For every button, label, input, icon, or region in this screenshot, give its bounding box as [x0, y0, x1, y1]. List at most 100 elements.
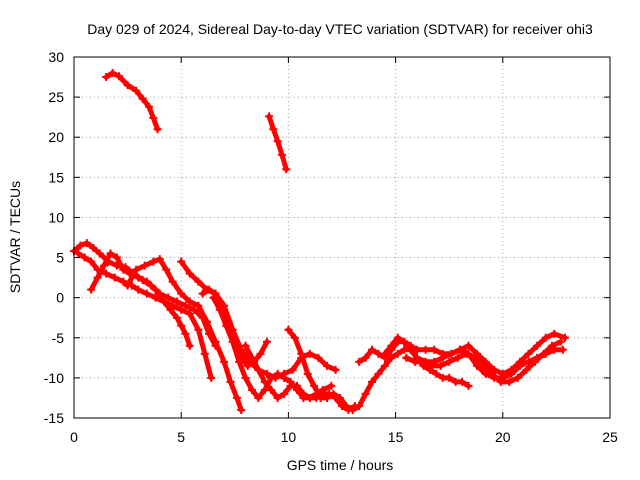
data-point — [297, 349, 306, 358]
data-point — [132, 86, 141, 95]
data-point — [260, 377, 269, 386]
y-tick-label: -10 — [44, 370, 64, 386]
data-point — [464, 381, 473, 390]
data-point — [299, 389, 308, 398]
data-point — [355, 401, 364, 410]
data-point — [436, 361, 445, 370]
data-point — [155, 255, 164, 264]
data-point — [241, 341, 250, 350]
data-point — [533, 341, 542, 350]
data-point — [106, 249, 115, 258]
data-point — [447, 349, 456, 358]
data-point — [550, 329, 559, 338]
data-point — [151, 285, 160, 294]
grid — [74, 57, 610, 418]
series-line-arc-5 — [88, 251, 214, 381]
data-point — [172, 297, 181, 306]
y-tick-label: -15 — [44, 410, 64, 426]
data-point — [432, 369, 441, 378]
data-point — [368, 377, 377, 386]
data-point — [355, 357, 364, 366]
data-point — [123, 281, 132, 290]
data-point — [247, 353, 256, 362]
y-tick-label: 20 — [48, 129, 64, 145]
data-point — [95, 249, 104, 258]
series-group — [70, 69, 569, 414]
data-point — [507, 365, 516, 374]
data-point — [322, 393, 331, 402]
data-point — [284, 325, 293, 334]
data-point — [445, 357, 454, 366]
data-point — [438, 353, 447, 362]
data-point — [190, 305, 199, 314]
data-point — [211, 289, 220, 298]
data-point — [331, 365, 340, 374]
x-tick-label: 20 — [495, 429, 511, 445]
data-point — [530, 357, 539, 366]
data-point — [402, 353, 411, 362]
data-point — [102, 269, 111, 278]
series-line-arc-1 — [103, 70, 161, 132]
data-point — [177, 257, 186, 266]
data-point — [185, 341, 194, 350]
data-point — [185, 297, 194, 306]
series-line-arc-10 — [243, 343, 358, 413]
data-point — [282, 165, 291, 174]
data-point — [177, 289, 186, 298]
data-point — [142, 277, 151, 286]
data-point — [119, 265, 128, 274]
data-point — [290, 333, 299, 342]
data-point — [209, 293, 218, 302]
y-tick-label: 25 — [48, 89, 64, 105]
data-point — [194, 325, 203, 334]
data-point — [162, 265, 171, 274]
data-point — [310, 381, 319, 390]
data-point — [262, 369, 271, 378]
data-point — [556, 337, 565, 346]
data-point — [89, 243, 98, 252]
data-point — [380, 349, 389, 358]
y-tick-label: 30 — [48, 49, 64, 65]
data-point — [202, 317, 211, 326]
data-point — [74, 249, 83, 258]
data-point — [177, 321, 186, 330]
data-point — [273, 393, 282, 402]
data-point — [305, 349, 314, 358]
data-point — [232, 393, 241, 402]
ticks: 0 5 10 15 20 25 -15 -10 -5 0 5 10 15 20 25 30 — [44, 49, 618, 445]
data-point — [273, 137, 282, 146]
data-point — [220, 357, 229, 366]
data-point — [100, 261, 109, 270]
data-point — [342, 401, 351, 410]
data-point — [87, 257, 96, 266]
data-point — [172, 313, 181, 322]
data-point — [464, 341, 473, 350]
data-point — [181, 329, 190, 338]
data-point — [256, 349, 265, 358]
data-point — [134, 285, 143, 294]
data-point — [132, 265, 141, 274]
data-point — [235, 357, 244, 366]
x-tick-label: 10 — [281, 429, 297, 445]
data-point — [560, 333, 569, 342]
data-point — [393, 349, 402, 358]
data-point — [329, 389, 338, 398]
data-point — [237, 405, 246, 414]
data-point — [164, 293, 173, 302]
data-point — [445, 373, 454, 382]
data-point — [102, 73, 111, 82]
data-point — [428, 361, 437, 370]
data-point — [153, 125, 162, 134]
data-point — [479, 361, 488, 370]
data-point — [488, 369, 497, 378]
data-point — [303, 369, 312, 378]
data-point — [222, 321, 231, 330]
data-point — [314, 353, 323, 362]
data-point — [207, 373, 216, 382]
data-point — [80, 253, 89, 262]
data-point — [524, 349, 533, 358]
chart-title: Day 029 of 2024, Sidereal Day-to-day VTE… — [87, 21, 593, 37]
plot-frame — [73, 56, 611, 419]
data-point — [200, 349, 209, 358]
